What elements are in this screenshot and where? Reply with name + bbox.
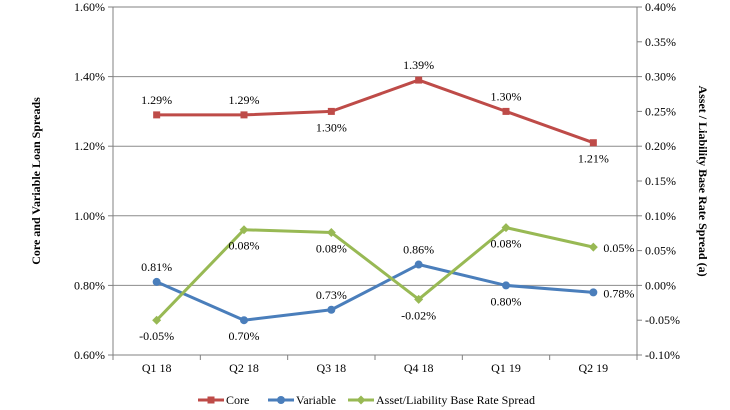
data-label: 1.39% xyxy=(403,58,434,72)
data-label: 0.73% xyxy=(316,288,347,302)
data-label: 0.08% xyxy=(229,239,260,253)
y2-tick-label: 0.10% xyxy=(645,209,676,223)
data-label: 1.30% xyxy=(316,120,347,134)
data-point xyxy=(589,139,597,147)
legend-item: Core xyxy=(198,393,249,407)
x-tick-label: Q3 18 xyxy=(316,361,346,375)
y-tick-label: 1.60% xyxy=(74,0,105,14)
x-tick-label: Q2 18 xyxy=(229,361,259,375)
data-point xyxy=(326,228,336,238)
legend-swatch-marker xyxy=(277,396,285,404)
series-line-variable xyxy=(156,263,594,322)
data-label: 1.29% xyxy=(229,93,260,107)
y2-tick-label: 0.15% xyxy=(645,174,676,188)
data-point xyxy=(589,288,598,297)
x-tick-label: Q1 19 xyxy=(491,361,521,375)
legend-swatch-marker xyxy=(356,395,366,405)
y2-axis-title: Asset / Liability Base Rate Spread (a) xyxy=(696,85,710,276)
data-label: 0.08% xyxy=(316,242,347,256)
plot-area-frame xyxy=(112,6,638,356)
data-label: 0.80% xyxy=(491,294,522,308)
series-line-core xyxy=(156,78,594,145)
y-tick-label: 0.60% xyxy=(74,348,105,362)
y2-tick-label: 0.30% xyxy=(645,70,676,84)
y-tick-label: 0.80% xyxy=(74,278,105,292)
y2-tick-label: 0.40% xyxy=(645,0,676,14)
series-line-asset-liability-base-rate-spread xyxy=(155,226,594,322)
x-tick-label: Q2 19 xyxy=(578,361,608,375)
data-point xyxy=(240,111,248,119)
data-point xyxy=(239,225,249,235)
y2-tick-label: 0.05% xyxy=(645,244,676,258)
data-label: 0.86% xyxy=(403,243,434,257)
data-label: -0.05% xyxy=(139,329,174,343)
y2-tick-label: 0.00% xyxy=(645,278,676,292)
y-tick-label: 1.40% xyxy=(74,70,105,84)
data-point xyxy=(240,316,248,325)
y2-tick-label: 0.25% xyxy=(645,104,676,118)
legend-label: Core xyxy=(226,393,249,407)
data-label: 0.78% xyxy=(603,286,634,300)
y-tick-label: 1.20% xyxy=(74,139,105,153)
data-label: 0.81% xyxy=(141,260,172,274)
y2-tick-label: -0.05% xyxy=(645,313,680,327)
x-tick-label: Q4 18 xyxy=(404,361,434,375)
data-label: 1.21% xyxy=(578,152,609,166)
legend-label: Asset/Liability Base Rate Spread xyxy=(376,393,535,407)
x-tick-label: Q1 18 xyxy=(142,361,172,375)
y2-tick-label: 0.20% xyxy=(645,139,676,153)
data-label: -0.02% xyxy=(401,308,436,322)
data-point xyxy=(153,111,161,119)
legend-item: Variable xyxy=(268,393,336,407)
data-point xyxy=(502,281,510,290)
legend-swatch-marker xyxy=(207,396,215,404)
legend-item: Asset/Liability Base Rate Spread xyxy=(348,393,535,407)
data-point xyxy=(501,223,511,233)
data-point xyxy=(415,76,423,84)
y-tick-label: 1.00% xyxy=(74,209,105,223)
data-point xyxy=(327,107,335,115)
y2-tick-label: -0.10% xyxy=(645,348,680,362)
data-point xyxy=(588,242,598,252)
data-point xyxy=(502,107,510,115)
data-point xyxy=(414,294,424,304)
data-point xyxy=(152,277,161,286)
data-label: 1.30% xyxy=(491,89,522,103)
data-point xyxy=(152,315,162,325)
data-point xyxy=(327,305,336,314)
legend-label: Variable xyxy=(296,393,336,407)
y2-tick-label: 0.35% xyxy=(645,35,676,49)
data-point xyxy=(414,260,423,269)
data-label: 0.05% xyxy=(603,241,634,255)
y-axis-title: Core and Variable Loan Spreads xyxy=(29,97,43,265)
data-label: 0.08% xyxy=(491,237,522,251)
data-label: 1.29% xyxy=(141,93,172,107)
data-label: 0.70% xyxy=(229,329,260,343)
